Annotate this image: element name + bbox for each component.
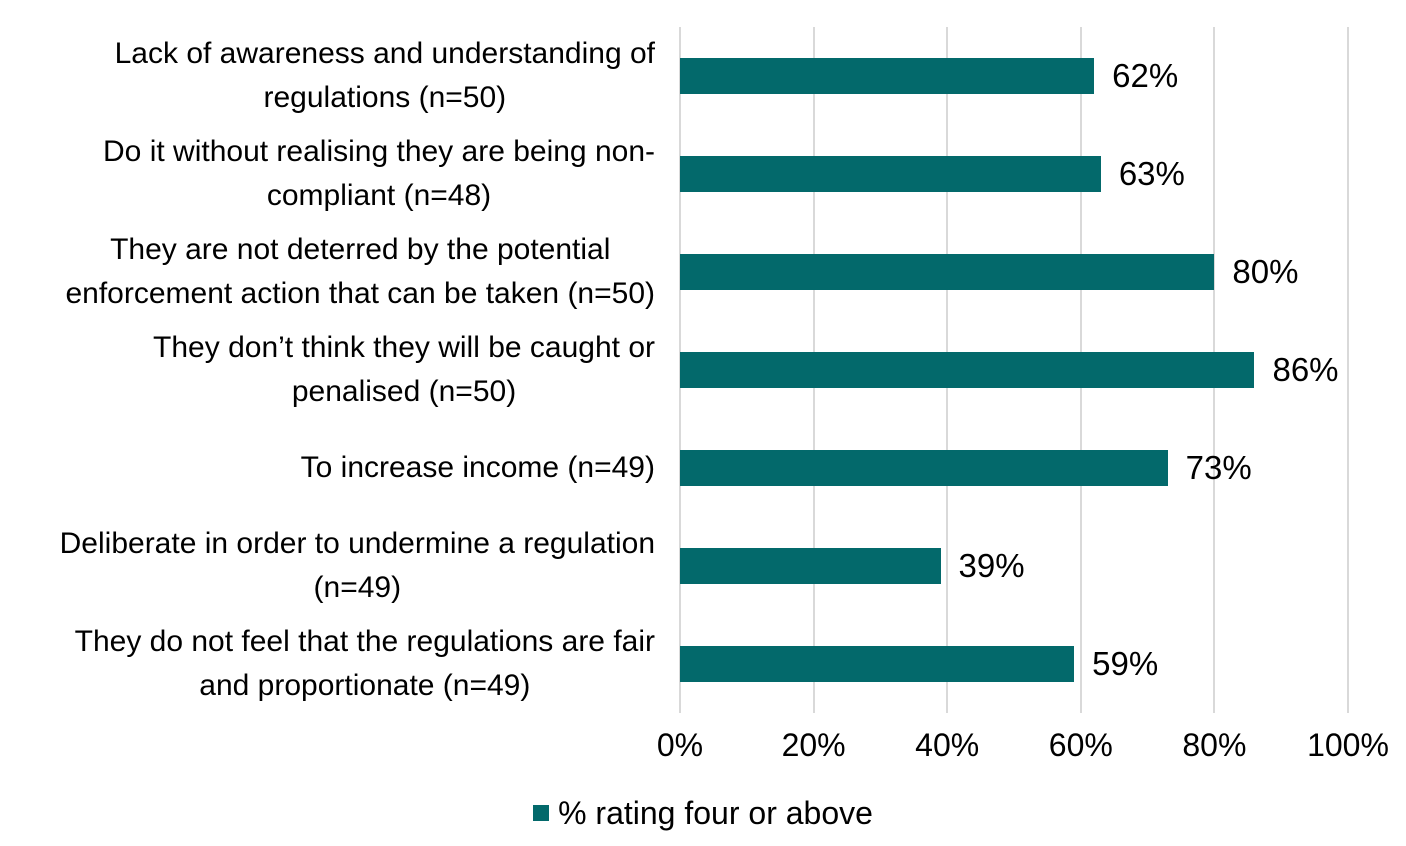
bar: [680, 254, 1215, 290]
legend: % rating four or above: [0, 790, 1406, 836]
bar: [680, 156, 1101, 192]
category-label: They are not deterred by the potential e…: [65, 233, 655, 310]
chart-row: They do not feel that the regulations ar…: [0, 615, 1406, 713]
bar: [680, 646, 1075, 682]
x-axis-tick-label: 100%: [1307, 727, 1389, 763]
chart-row: Lack of awareness and understanding of r…: [0, 27, 1406, 125]
x-axis-tick-label: 80%: [1182, 727, 1247, 763]
value-label: 62%: [1112, 57, 1179, 94]
chart-row: To increase income (n=49) 73%: [0, 419, 1406, 517]
value-label: 80%: [1232, 253, 1299, 290]
value-label: 63%: [1118, 155, 1185, 192]
category-label: Lack of awareness and understanding of r…: [114, 37, 655, 114]
chart-row: They don’t think they will be caught or …: [0, 321, 1406, 419]
category-label: Do it without realising they are being n…: [103, 135, 655, 212]
x-axis-tick-label: 60%: [1048, 727, 1113, 763]
chart-row: Do it without realising they are being n…: [0, 125, 1406, 223]
gridline: [1347, 27, 1349, 713]
chart-rows: Lack of awareness and understanding of r…: [0, 27, 1406, 713]
legend-swatch-icon: [533, 805, 550, 821]
x-axis-tick-label: 0%: [656, 727, 704, 763]
category-label: They do not feel that the regulations ar…: [74, 625, 655, 702]
bar: [680, 450, 1168, 486]
legend-label: % rating four or above: [558, 794, 873, 831]
bar: [680, 58, 1095, 94]
bar: [680, 352, 1255, 388]
value-label: 59%: [1092, 645, 1159, 682]
category-label: Deliberate in order to undermine a regul…: [59, 527, 655, 604]
chart-row: Deliberate in order to undermine a regul…: [0, 517, 1406, 615]
category-label: To increase income (n=49): [300, 451, 655, 484]
value-label: 39%: [958, 547, 1025, 584]
x-axis: 0% 20% 40% 60% 80% 100%: [657, 713, 1389, 768]
bar: [680, 548, 941, 584]
value-label: 86%: [1272, 351, 1339, 388]
value-label: 73%: [1185, 449, 1252, 486]
x-axis-tick-label: 40%: [915, 727, 980, 763]
category-label: They don’t think they will be caught or …: [153, 331, 655, 408]
x-axis-tick-label: 20%: [781, 727, 846, 763]
chart-row: They are not deterred by the potential e…: [0, 223, 1406, 321]
